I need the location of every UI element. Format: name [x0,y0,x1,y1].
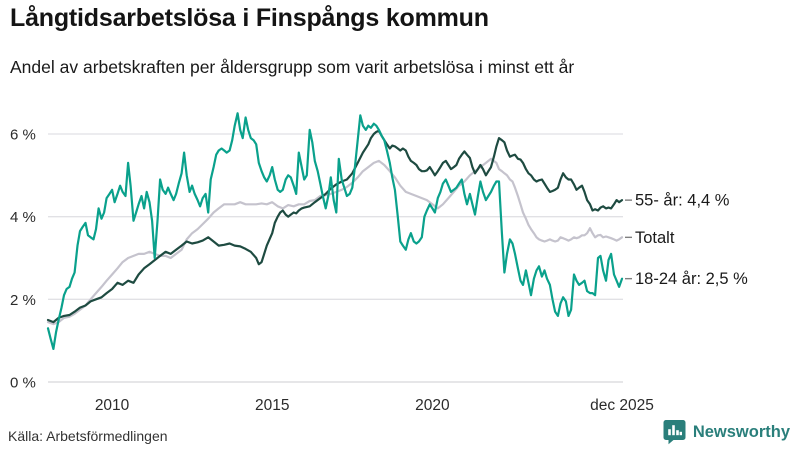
series-end-label: 18-24 år: 2,5 % [635,270,748,288]
newsworthy-logo-icon [663,420,686,445]
y-tick-label: 0 % [10,375,36,392]
x-tick-label: 2020 [415,397,450,414]
series-end-label: 55- år: 4,4 % [635,192,730,210]
x-tick-label: dec 2025 [590,397,654,414]
series-line-18-24-r [46,112,624,350]
newsworthy-brand: Newsworthy [663,419,790,445]
page-title: Långtidsarbetslösa i Finspångs kommun [10,4,489,32]
y-tick-label: 4 % [10,209,36,226]
newsworthy-wordmark: Newsworthy [692,422,790,441]
x-tick-label: 2010 [95,397,130,414]
series-end-label: Totalt [635,229,675,247]
series-line-totalt [46,157,624,326]
series-line-55-r [46,129,624,324]
chart-subtitle: Andel av arbetskraften per åldersgrupp s… [10,57,575,77]
y-tick-label: 2 % [10,292,36,309]
y-tick-label: 6 % [10,127,36,144]
source-note: Källa: Arbetsförmedlingen [8,428,168,444]
x-tick-label: 2015 [255,397,289,414]
